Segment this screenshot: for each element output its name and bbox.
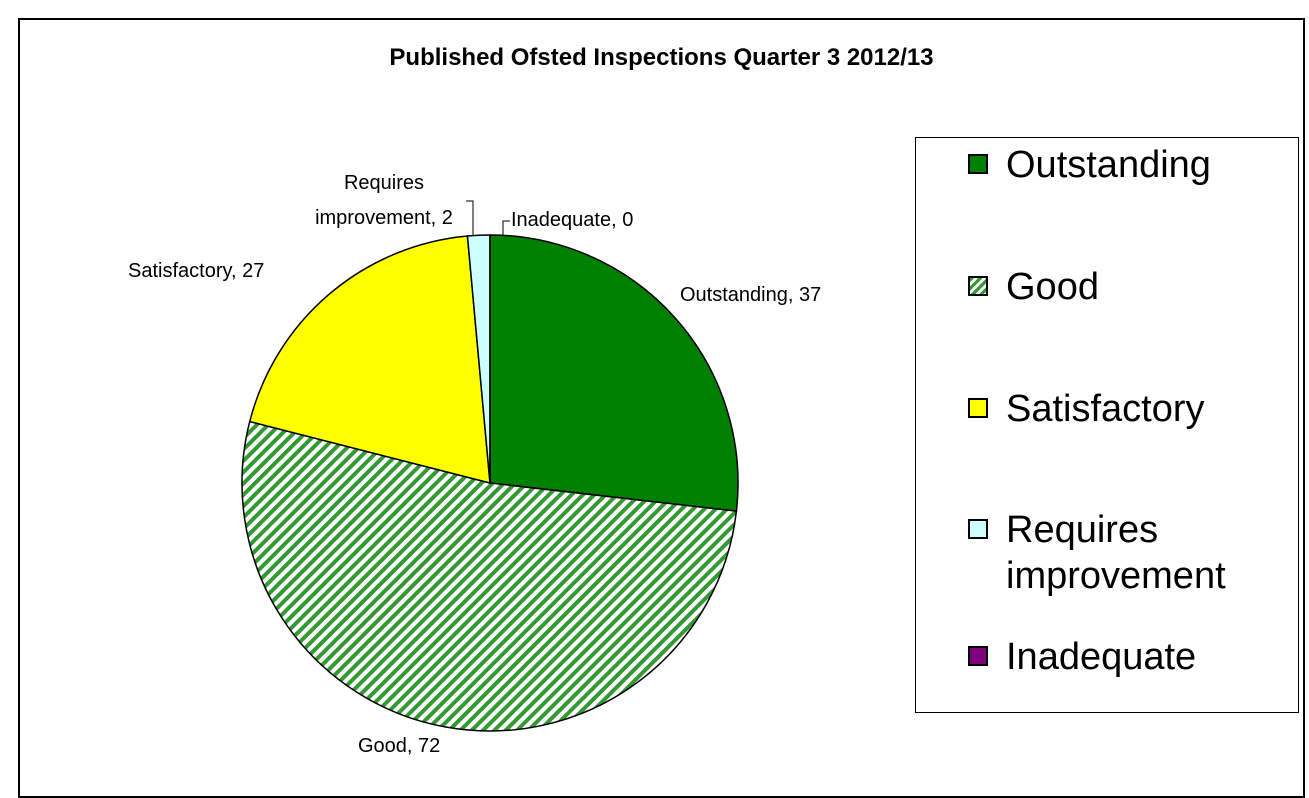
legend-label: Good <box>1006 266 1099 308</box>
legend-label: Satisfactory <box>1006 388 1205 430</box>
data-label: Outstanding, 37 <box>680 284 822 306</box>
leader-line <box>502 220 510 240</box>
legend-swatch <box>968 154 988 174</box>
legend-swatch <box>968 646 988 666</box>
legend: Outstanding Good Satisfactory Requires impr… <box>915 137 1299 713</box>
legend-label: Inadequate <box>1006 636 1197 678</box>
pie-slice <box>248 235 491 484</box>
pie-slice <box>489 234 739 512</box>
pie-slice <box>241 420 738 732</box>
leader-line <box>466 200 474 240</box>
chart-title: Published Ofsted Inspections Quarter 3 2… <box>389 44 934 71</box>
data-label: Requires improvement, 2 <box>315 172 453 229</box>
legend-label: Outstanding <box>1006 144 1211 186</box>
legend-label: Requires improvement <box>1006 509 1226 597</box>
data-label: Good, 72 <box>358 735 441 757</box>
legend-swatch <box>968 519 988 539</box>
data-label: Inadequate, 0 <box>511 209 634 231</box>
legend-swatch <box>968 398 988 418</box>
legend-swatch <box>968 276 988 296</box>
data-label: Satisfactory, 27 <box>128 260 265 282</box>
